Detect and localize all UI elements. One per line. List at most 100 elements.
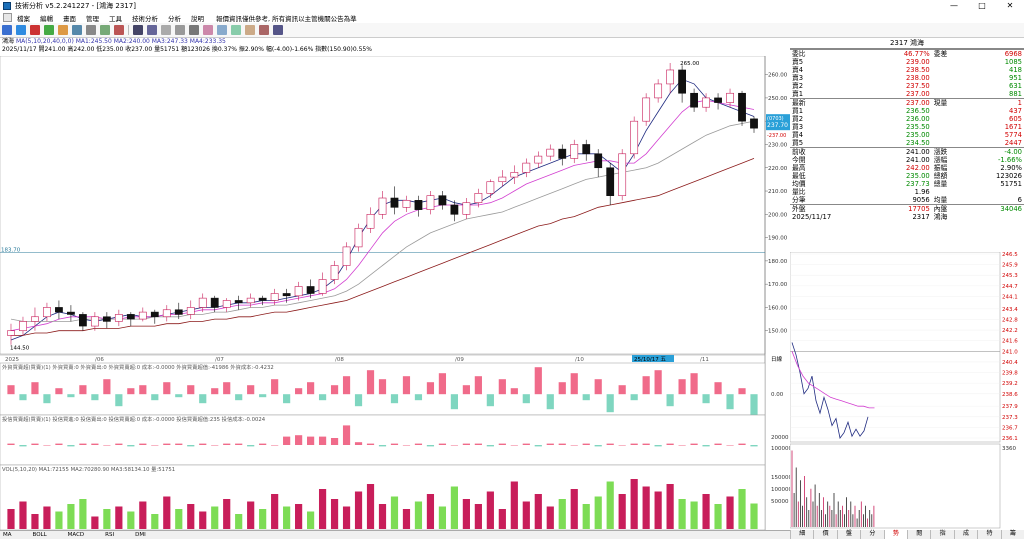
- quote-cell: 最低: [792, 172, 806, 180]
- tick-volume-frame: [790, 443, 1001, 529]
- menu-view[interactable]: 畫面: [63, 14, 76, 23]
- quote-cell: [932, 66, 966, 74]
- y-tick-label: 180.00: [768, 259, 788, 265]
- line-tool-icon[interactable]: [147, 25, 157, 35]
- volume-bar: [618, 494, 626, 529]
- candle-body: [354, 227, 363, 248]
- side-tab[interactable]: 細: [790, 530, 813, 539]
- trust-panel-bar: [43, 445, 51, 446]
- hline-tool-icon[interactable]: [161, 25, 171, 35]
- grid-icon[interactable]: [44, 25, 54, 35]
- quote-cell: [932, 123, 966, 131]
- foreign-panel-bar: [283, 394, 291, 404]
- menu-tech-analysis[interactable]: 技術分析: [132, 14, 158, 23]
- volume-bar: [558, 499, 566, 529]
- menu-manage[interactable]: 管理: [86, 14, 99, 23]
- side-tab[interactable]: 特: [977, 530, 1000, 539]
- quote-cell: [932, 74, 966, 82]
- remove-icon[interactable]: [30, 25, 40, 35]
- save-icon[interactable]: [273, 25, 283, 35]
- side-tab[interactable]: 指: [930, 530, 953, 539]
- close-icon[interactable]: ✕: [1006, 1, 1014, 10]
- quote-cell: 內盤: [933, 205, 948, 213]
- cursor-icon[interactable]: [133, 25, 143, 35]
- foreign-panel-bar: [390, 394, 399, 404]
- rect-tool-icon[interactable]: [217, 25, 227, 35]
- quote-row: 前收 241.00 漲跌 -4.00: [790, 147, 1024, 157]
- layout-icon[interactable]: [58, 25, 68, 35]
- volume-bar: [19, 501, 27, 529]
- volume-bar: [67, 504, 75, 529]
- vline-tool-icon[interactable]: [175, 25, 185, 35]
- quote-cell: 881: [1009, 90, 1022, 98]
- quote-cell: 賣5: [792, 58, 804, 66]
- trust-panel-bar: [450, 445, 458, 446]
- delete-tool-icon[interactable]: [259, 25, 269, 35]
- side-tab[interactable]: 成: [953, 530, 977, 539]
- intraday-tick-chart[interactable]: 246.5 245.9 245.3 244.7 244.1 243.4 242.8 242.2…: [790, 252, 1024, 530]
- side-tab[interactable]: 價: [813, 530, 836, 539]
- chart-area[interactable]: 260.00250.00240.00230.00220.00210.00200.…: [0, 56, 790, 530]
- trust-panel-bar: [390, 443, 399, 445]
- back-icon[interactable]: [2, 25, 12, 35]
- window-icon[interactable]: [86, 25, 96, 35]
- text-tool-icon[interactable]: [245, 25, 255, 35]
- tick-y-label: 236.1: [1002, 436, 1018, 442]
- add-icon[interactable]: [16, 25, 26, 35]
- tab-rsi[interactable]: RSI: [105, 532, 115, 538]
- x-axis-label: 2025: [5, 357, 19, 363]
- menu-analysis[interactable]: 分析: [168, 14, 181, 23]
- candle-body: [150, 311, 159, 318]
- quote-cell: [966, 213, 1024, 221]
- trust-panel-bar: [498, 443, 506, 445]
- tab-boll[interactable]: BOLL: [32, 532, 47, 538]
- volume-bar: [139, 501, 147, 529]
- maximize-icon[interactable]: □: [978, 1, 986, 10]
- trust-panel-bar: [151, 445, 159, 446]
- grid-tool-icon[interactable]: [189, 25, 199, 35]
- mark-icon[interactable]: [114, 25, 124, 35]
- candle-body: [630, 120, 639, 155]
- side-tab[interactable]: 籌: [1000, 530, 1024, 539]
- candle-body: [450, 204, 459, 215]
- quote-row: 最新 237.00 現量 1: [790, 98, 1024, 108]
- circle-tool-icon[interactable]: [231, 25, 241, 35]
- volume-bar: [642, 486, 650, 529]
- pattern-tool-icon[interactable]: [203, 25, 213, 35]
- tab-macd[interactable]: MACD: [67, 532, 85, 538]
- trust-panel-bar: [103, 445, 111, 446]
- list-icon[interactable]: [100, 25, 110, 35]
- quote-cell: 均量: [933, 196, 948, 204]
- side-tab[interactable]: 閱: [907, 530, 930, 539]
- quote-cell: 237.00: [905, 90, 930, 98]
- side-tab[interactable]: 勢: [883, 530, 908, 539]
- volume-bar: [402, 509, 411, 529]
- menu-tools[interactable]: 工具: [109, 14, 122, 23]
- trust-panel-bar: [115, 443, 123, 445]
- menu-help[interactable]: 說明: [191, 14, 204, 23]
- quote-cell: 2.90%: [1000, 164, 1022, 172]
- quote-cell: 1085: [1004, 58, 1022, 66]
- tab-dmi[interactable]: DMI: [135, 532, 146, 538]
- side-tab[interactable]: 盤: [836, 530, 860, 539]
- menu-edit[interactable]: 編輯: [40, 14, 53, 23]
- quote-cell: [932, 107, 966, 115]
- quote-cell: 234.50: [905, 139, 930, 147]
- quote-cell: 賣1: [792, 90, 804, 98]
- tick-y-label: 245.3: [1002, 273, 1018, 279]
- trust-panel-bar: [438, 443, 447, 445]
- foreign-panel-bar: [103, 379, 111, 395]
- period-label: 日線: [771, 355, 783, 363]
- side-tab[interactable]: 分: [860, 530, 883, 539]
- trust-panel-bar: [594, 445, 602, 447]
- menu-app-icon[interactable]: [3, 13, 12, 22]
- ma-line-ma40: [11, 158, 755, 336]
- menu-file[interactable]: 檔案: [17, 14, 30, 23]
- table-icon[interactable]: [72, 25, 82, 35]
- trust-panel-bar: [378, 445, 387, 447]
- foreign-panel-bar: [354, 394, 363, 407]
- minimize-icon[interactable]: —: [950, 1, 958, 10]
- quote-cell: 418: [1009, 66, 1022, 74]
- tab-ma[interactable]: MA: [3, 532, 12, 538]
- quote-cell: 235.00: [905, 172, 930, 180]
